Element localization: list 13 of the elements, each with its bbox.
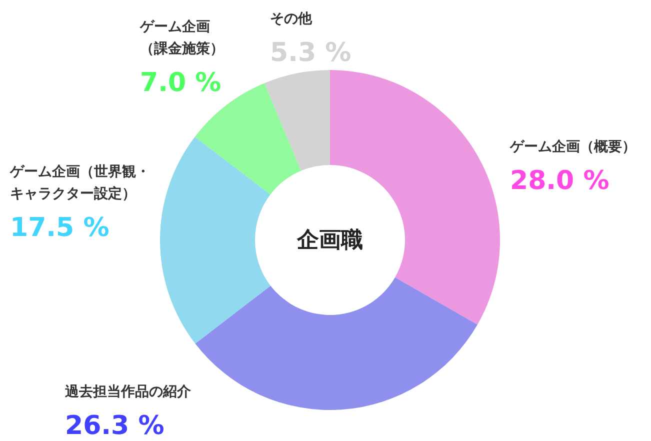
slice-label: 過去担当作品の紹介: [64, 384, 192, 400]
donut-slice: [264, 70, 330, 171]
data-label: 7.0 %: [140, 68, 222, 98]
slice-label: ゲーム企画（世界観・キャラクター設定）: [9, 164, 150, 202]
slice-label: その他: [270, 11, 313, 27]
slice-label: ゲーム企画（課金施策）: [139, 19, 224, 57]
donut-slice: [195, 277, 478, 410]
text: 企画職: [296, 228, 363, 253]
donut-slice: [160, 136, 271, 344]
data-label: 26.3 %: [65, 411, 164, 441]
data-label: 17.5 %: [10, 213, 110, 243]
data-label: 28.0 %: [510, 166, 610, 196]
slice-label: ゲーム企画（概要）: [509, 139, 636, 155]
